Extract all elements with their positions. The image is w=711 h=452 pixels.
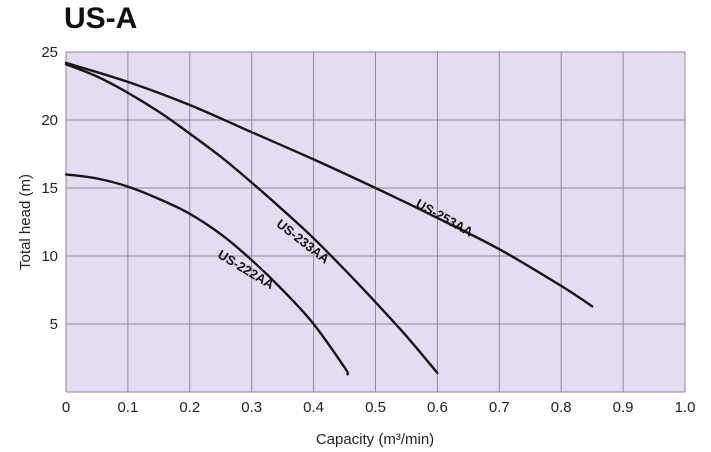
series-line-us-222aa	[64, 173, 350, 376]
x-tick-label-0: 0	[62, 399, 70, 416]
y-tick-label-3: 20	[41, 112, 58, 129]
y-axis-label: Total head (m)	[17, 174, 34, 270]
x-tick-label-5: 0.5	[365, 399, 386, 416]
y-tick-label-4: 25	[41, 44, 58, 61]
y-tick-label-2: 15	[41, 180, 58, 197]
x-tick-label-1: 0.1	[117, 399, 138, 416]
x-tick-label-10: 1.0	[675, 399, 696, 416]
x-tick-label-2: 0.2	[179, 399, 200, 416]
x-tick-label-9: 0.9	[613, 399, 634, 416]
series-line-us-233aa	[64, 63, 439, 375]
x-tick-label-3: 0.3	[241, 399, 262, 416]
x-axis-label: Capacity (m³/min)	[316, 431, 434, 448]
y-tick-label-0: 5	[50, 316, 58, 333]
x-tick-label-8: 0.8	[551, 399, 572, 416]
x-tick-label-7: 0.7	[489, 399, 510, 416]
y-tick-label-1: 10	[41, 248, 58, 265]
series-line-us-253aa	[64, 61, 594, 308]
chart-title: US-A	[64, 2, 138, 35]
x-tick-label-4: 0.4	[303, 399, 324, 416]
x-tick-label-6: 0.6	[427, 399, 448, 416]
